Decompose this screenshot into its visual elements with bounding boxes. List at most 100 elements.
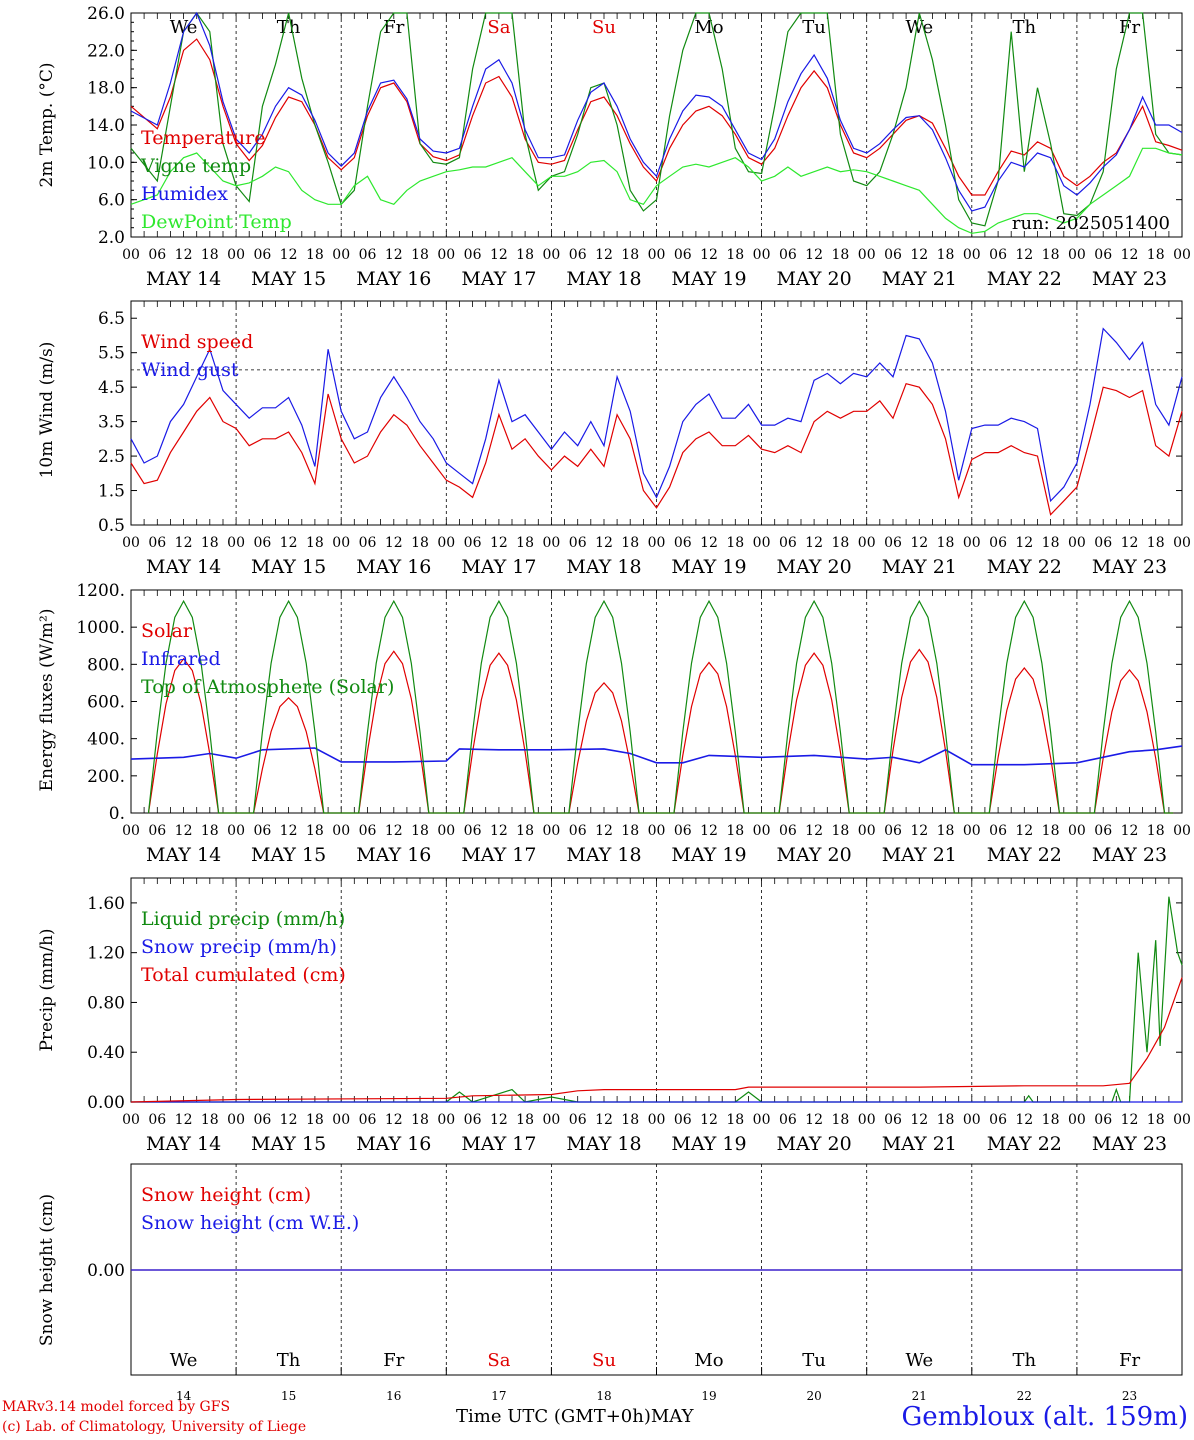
- temperature-hour-label: 06: [674, 247, 692, 263]
- temperature-hour-label: 06: [884, 247, 902, 263]
- precip-hour-label: 00: [332, 1112, 350, 1128]
- temperature-hour-label: 00: [227, 247, 245, 263]
- wind-date-label: MAY 23: [1092, 556, 1167, 578]
- precip-hour-label: 12: [490, 1112, 508, 1128]
- precip-ytick-label: 0.80: [87, 993, 125, 1013]
- energy-hour-label: 12: [280, 823, 298, 839]
- snow-day-number: 23: [1122, 1389, 1137, 1403]
- energy-ytick-label: 200.: [87, 767, 125, 787]
- precip-hour-label: 18: [831, 1112, 849, 1128]
- precip-hour-label: 06: [253, 1112, 271, 1128]
- energy-hour-label: 00: [753, 823, 771, 839]
- temperature-series-line: [130, 147, 1183, 234]
- temperature-hour-label: 06: [359, 247, 377, 263]
- precip-hour-label: 18: [621, 1112, 639, 1128]
- energy-hour-label: 18: [1147, 823, 1165, 839]
- wind-ytick-label: 5.5: [98, 344, 125, 364]
- temperature-date-label: MAY 21: [882, 268, 957, 290]
- temperature-ylabel: 2m Temp. (°C): [37, 62, 57, 187]
- wind-hour-label: 12: [385, 535, 403, 551]
- energy-date-label: MAY 16: [356, 844, 431, 866]
- wind-date-label: MAY 19: [671, 556, 746, 578]
- precip-hour-label: 06: [359, 1112, 377, 1128]
- wind-hour-label: 06: [359, 535, 377, 551]
- energy-hour-label: 06: [359, 823, 377, 839]
- temperature-weekday-label: Fr: [383, 17, 404, 38]
- wind-hour-label: 12: [490, 535, 508, 551]
- energy-hour-label: 18: [1042, 823, 1060, 839]
- snow-weekday-label: Tu: [802, 1350, 826, 1371]
- wind-series-line: [130, 382, 1183, 516]
- precip-ylabel: Precip (mm/h): [37, 928, 57, 1051]
- wind-hour-label: 06: [884, 535, 902, 551]
- temperature-hour-label: 06: [148, 247, 166, 263]
- temperature-date-label: MAY 20: [777, 268, 852, 290]
- temperature-hour-label: 12: [700, 247, 718, 263]
- precip-date-label: MAY 19: [671, 1133, 746, 1155]
- temperature-hour-label: 18: [201, 247, 219, 263]
- wind-hour-label: 12: [280, 535, 298, 551]
- temperature-hour-label: 06: [253, 247, 271, 263]
- snow-weekday-label: Fr: [383, 1350, 404, 1371]
- energy-hour-label: 06: [989, 823, 1007, 839]
- temperature-hour-label: 18: [1042, 247, 1060, 263]
- temperature-hour-label: 12: [805, 247, 823, 263]
- wind-legend-entry: Wind speed: [141, 331, 253, 353]
- wind-hour-label: 06: [989, 535, 1007, 551]
- precip-ytick-label: 1.20: [87, 944, 125, 964]
- energy-hour-label: 18: [201, 823, 219, 839]
- energy-hour-label: 06: [569, 823, 587, 839]
- wind-hour-label: 18: [831, 535, 849, 551]
- temperature-hour-label: 00: [122, 247, 140, 263]
- precip-date-label: MAY 14: [146, 1133, 221, 1155]
- snow-weekday-label: Sa: [487, 1350, 510, 1371]
- energy-hour-label: 00: [437, 823, 455, 839]
- snow-weekday-label: Th: [1012, 1350, 1036, 1371]
- wind-series-line: [130, 327, 1183, 503]
- precip-legend-entry: Total cumulated (cm): [141, 964, 346, 986]
- wind-hour-label: 00: [332, 535, 350, 551]
- temperature-hour-label: 18: [831, 247, 849, 263]
- temperature-hour-label: 00: [1173, 247, 1191, 263]
- precip-hour-label: 00: [227, 1112, 245, 1128]
- temperature-legend-entry: DewPoint Temp: [141, 211, 292, 233]
- precip-hour-label: 00: [1068, 1112, 1086, 1128]
- energy-hour-label: 18: [516, 823, 534, 839]
- precip-hour-label: 00: [542, 1112, 560, 1128]
- energy-hour-label: 06: [674, 823, 692, 839]
- temperature-ytick-label: 18.0: [87, 79, 125, 99]
- temperature-hour-label: 18: [1147, 247, 1165, 263]
- wind-ytick-label: 1.5: [98, 482, 125, 502]
- precip-hour-label: 18: [201, 1112, 219, 1128]
- temperature-hour-label: 00: [753, 247, 771, 263]
- wind-ylabel: 10m Wind (m/s): [37, 342, 57, 479]
- temperature-weekday-label: Tu: [802, 17, 826, 38]
- wind-hour-label: 12: [595, 535, 613, 551]
- wind-hour-label: 00: [753, 535, 771, 551]
- energy-date-label: MAY 15: [251, 844, 326, 866]
- precip-hour-label: 18: [516, 1112, 534, 1128]
- snow-weekday-label: Su: [592, 1350, 616, 1371]
- temperature-ytick-label: 10.0: [87, 153, 125, 173]
- precip-hour-label: 12: [280, 1112, 298, 1128]
- energy-legend-entry: Solar: [141, 620, 193, 642]
- energy-plot-frame: [130, 589, 1183, 814]
- energy-hour-label: 12: [700, 823, 718, 839]
- precip-ytick-label: 0.00: [87, 1093, 125, 1113]
- energy-date-label: MAY 18: [566, 844, 641, 866]
- precip-date-label: MAY 23: [1092, 1133, 1167, 1155]
- temperature-hour-label: 06: [779, 247, 797, 263]
- wind-hour-label: 18: [937, 535, 955, 551]
- wind-hour-label: 12: [1015, 535, 1033, 551]
- precip-hour-label: 00: [437, 1112, 455, 1128]
- snow-day-number: 22: [1017, 1389, 1032, 1403]
- energy-hour-label: 12: [1015, 823, 1033, 839]
- temperature-date-label: MAY 22: [987, 268, 1062, 290]
- precip-hour-label: 00: [122, 1112, 140, 1128]
- lab-credit: (c) Lab. of Climatology, University of L…: [2, 1419, 307, 1435]
- temperature-date-label: MAY 17: [461, 268, 536, 290]
- temperature-hour-label: 12: [595, 247, 613, 263]
- precip-hour-label: 12: [385, 1112, 403, 1128]
- wind-hour-label: 12: [910, 535, 928, 551]
- precip-hour-label: 06: [1094, 1112, 1112, 1128]
